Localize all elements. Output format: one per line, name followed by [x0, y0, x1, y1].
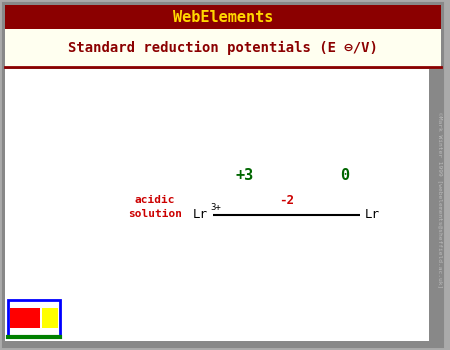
Text: 3+: 3+: [210, 203, 221, 212]
Text: 0: 0: [341, 168, 350, 182]
Text: acidic
solution: acidic solution: [128, 195, 182, 219]
Text: Standard reduction potentials (E ⊖/V): Standard reduction potentials (E ⊖/V): [68, 41, 378, 55]
Bar: [42, 308, 58, 328]
Text: WebElements: WebElements: [173, 9, 273, 25]
Text: -2: -2: [279, 194, 294, 206]
Bar: [5, 5, 441, 29]
Text: Lr: Lr: [365, 209, 380, 222]
Text: Lr: Lr: [193, 209, 208, 222]
Bar: [8, 300, 60, 337]
Text: ©Mark Winter 1999 [webelements@sheffield.ac.uk]: ©Mark Winter 1999 [webelements@sheffield…: [437, 112, 442, 288]
Bar: [10, 308, 40, 328]
Text: +3: +3: [236, 168, 254, 182]
Bar: [5, 69, 429, 341]
Bar: [5, 29, 441, 67]
